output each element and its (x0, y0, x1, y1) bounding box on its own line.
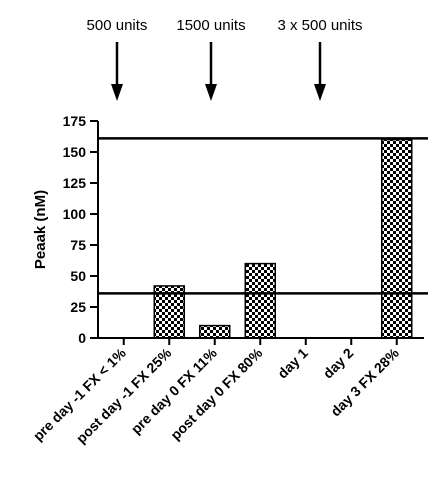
bar (244, 262, 276, 339)
annotation-label: 3 x 500 units (277, 17, 362, 34)
annotations: 500 units 1500 units 3 x 500 units (87, 17, 363, 101)
y-tick-label: 100 (63, 206, 87, 222)
y-tick-label: 125 (63, 175, 87, 191)
y-tick-label: 150 (63, 144, 87, 160)
y-tick-label: 0 (78, 330, 86, 346)
y-tick-label: 50 (70, 268, 86, 284)
x-tick-label: day 2 (320, 345, 357, 382)
axes (90, 121, 424, 339)
arrow-head (111, 84, 123, 101)
arrow-head (205, 84, 217, 101)
reference-lines (98, 137, 428, 295)
bars (153, 138, 413, 339)
x-tick-label: day 1 (274, 345, 311, 382)
bar (199, 324, 231, 339)
x-labels: pre day -1 FX < 1%post day -1 FX 25%pre … (30, 338, 402, 446)
annotation-label: 500 units (87, 17, 148, 34)
y-ticks: 0 25 50 75 100 125 150 175 (63, 113, 98, 346)
y-tick-label: 75 (70, 237, 86, 253)
arrow-head (314, 84, 326, 101)
y-tick-label: 175 (63, 113, 87, 129)
bar (381, 138, 413, 339)
annotation-label: 1500 units (176, 17, 245, 34)
x-tick-label: pre day 0 FX 11% (128, 344, 221, 437)
y-axis-label: Peaak (nM) (32, 190, 49, 269)
y-tick-label: 25 (70, 299, 86, 315)
